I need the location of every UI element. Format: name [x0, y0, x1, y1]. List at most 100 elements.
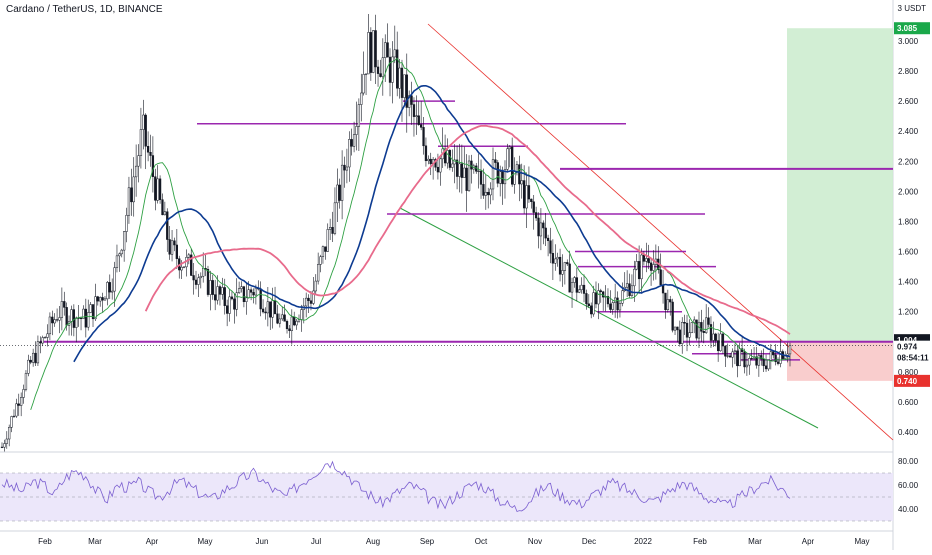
- rsi-tick-label: 40.00: [898, 505, 919, 514]
- price-tick-label: 0.400: [898, 428, 919, 437]
- candle-body: [546, 237, 550, 242]
- candle-body: [676, 326, 679, 331]
- candle-body: [149, 152, 152, 156]
- candle-body: [48, 316, 52, 335]
- candle-body: [367, 32, 370, 75]
- candle-body: [39, 341, 42, 344]
- candle-body: [419, 124, 423, 128]
- candle-body: [142, 114, 145, 130]
- candle-body: [300, 309, 303, 320]
- candle-body: [616, 297, 619, 311]
- candle-body: [379, 73, 382, 77]
- candle-body: [659, 269, 662, 285]
- candle-body: [705, 317, 708, 333]
- candle-body: [12, 415, 16, 417]
- candle-body: [594, 292, 598, 305]
- candle-body: [728, 355, 732, 358]
- candle-body: [563, 262, 567, 271]
- candle-body: [544, 227, 547, 239]
- profit-zone: [787, 28, 893, 342]
- candle-body: [374, 30, 377, 68]
- candle-body: [91, 304, 95, 320]
- candle-body: [599, 290, 602, 293]
- candle-body: [678, 329, 681, 344]
- candle-body: [36, 341, 40, 364]
- candle-body: [410, 95, 413, 105]
- candle-body: [412, 104, 416, 117]
- rsi-line: [1, 460, 791, 513]
- candle-body: [82, 308, 85, 319]
- candle-body: [84, 308, 87, 328]
- time-tick-label: Feb: [38, 537, 52, 546]
- candle-body: [24, 373, 28, 390]
- candle-body: [324, 246, 327, 252]
- candle-body: [46, 333, 49, 338]
- candle-body: [53, 319, 56, 324]
- candle-body: [343, 164, 346, 171]
- candle-body: [333, 202, 337, 234]
- candle-body: [398, 67, 401, 89]
- candle-body: [305, 297, 308, 307]
- candle-body: [194, 279, 198, 285]
- candle-body: [633, 268, 636, 287]
- candle-body: [731, 351, 734, 358]
- candle-body: [570, 282, 574, 293]
- time-tick-label: Mar: [748, 537, 762, 546]
- candle-body: [211, 280, 214, 295]
- candle-body: [525, 185, 528, 209]
- price-tick-label: 2.400: [898, 127, 919, 136]
- candle-body: [285, 321, 289, 330]
- candle-body: [702, 331, 705, 333]
- candle-body: [221, 287, 224, 295]
- candle-body: [551, 253, 555, 264]
- candle-body: [455, 159, 459, 177]
- candle-body: [123, 231, 126, 251]
- candle-body: [719, 333, 722, 352]
- candle-body: [458, 163, 461, 177]
- candle-body: [396, 49, 399, 89]
- candle-body: [278, 318, 281, 324]
- time-tick-label: Apr: [146, 537, 159, 546]
- candle-body: [640, 254, 643, 280]
- stop-price-tag-bg: [894, 374, 930, 387]
- candle-body: [345, 166, 349, 171]
- candle-body: [130, 187, 133, 203]
- candle-body: [443, 148, 447, 164]
- candle-body: [34, 352, 37, 364]
- candle-body: [690, 322, 693, 333]
- candle-body: [558, 256, 562, 275]
- candle-body: [788, 345, 792, 355]
- candle-body: [209, 280, 212, 295]
- candle-body: [628, 283, 631, 296]
- candle-body: [103, 298, 107, 301]
- candle-body: [465, 167, 468, 191]
- candle-body: [15, 403, 18, 417]
- candle-body: [168, 239, 171, 255]
- stop-price-tag: 0.740: [894, 374, 930, 387]
- time-tick-label: May: [854, 537, 869, 546]
- price-tick-label: 2.600: [898, 97, 919, 106]
- candle-body: [757, 355, 761, 366]
- candle-body: [348, 139, 351, 168]
- candle-body: [671, 301, 674, 331]
- candle-body: [573, 277, 576, 283]
- candle-body: [764, 365, 768, 370]
- candle-body: [436, 166, 440, 173]
- candle-body: [72, 309, 76, 328]
- candle-body: [99, 297, 102, 302]
- price-tick-label: 2.200: [898, 157, 919, 166]
- candle-body: [326, 229, 329, 252]
- candle-body: [477, 170, 480, 172]
- time-tick-label: Oct: [475, 537, 488, 546]
- candle-body: [230, 296, 234, 300]
- candle-body: [582, 284, 586, 294]
- candle-body: [714, 333, 717, 341]
- candle-body: [225, 305, 229, 314]
- candle-body: [386, 42, 389, 58]
- candle-body: [750, 358, 753, 360]
- candle-body: [163, 211, 167, 216]
- candle-body: [134, 165, 138, 178]
- candle-body: [182, 266, 186, 268]
- candle-body: [578, 289, 581, 293]
- candle-body: [606, 296, 610, 305]
